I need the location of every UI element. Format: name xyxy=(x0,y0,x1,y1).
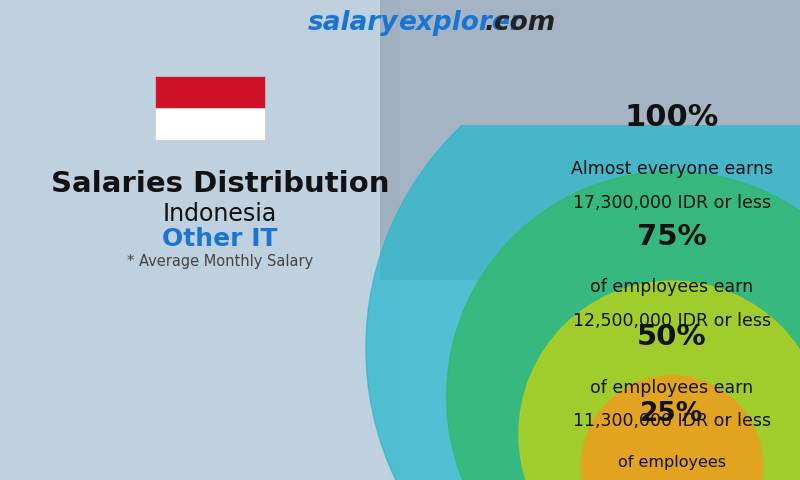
Text: Salaries Distribution: Salaries Distribution xyxy=(50,170,390,198)
Text: explorer: explorer xyxy=(398,10,522,36)
Text: of employees earn: of employees earn xyxy=(590,278,754,297)
Circle shape xyxy=(519,281,800,480)
Circle shape xyxy=(366,42,800,480)
Text: Indonesia: Indonesia xyxy=(163,202,277,226)
Circle shape xyxy=(446,171,800,480)
Bar xyxy=(155,108,265,140)
Bar xyxy=(0,0,400,480)
Text: 11,300,000 IDR or less: 11,300,000 IDR or less xyxy=(573,412,771,430)
Text: 100%: 100% xyxy=(625,103,719,132)
Bar xyxy=(155,76,265,108)
Text: Almost everyone earns: Almost everyone earns xyxy=(571,160,773,178)
Bar xyxy=(380,0,800,280)
Text: .com: .com xyxy=(485,10,556,36)
Text: of employees earn: of employees earn xyxy=(590,379,754,396)
Text: 75%: 75% xyxy=(637,223,707,251)
Text: of employees: of employees xyxy=(618,455,726,470)
Text: 12,500,000 IDR or less: 12,500,000 IDR or less xyxy=(573,312,771,330)
Text: * Average Monthly Salary: * Average Monthly Salary xyxy=(127,254,313,269)
Text: salary: salary xyxy=(307,10,398,36)
Circle shape xyxy=(582,376,762,480)
Text: Other IT: Other IT xyxy=(162,227,278,251)
Bar xyxy=(500,260,800,480)
Text: 50%: 50% xyxy=(637,323,707,351)
Text: 17,300,000 IDR or less: 17,300,000 IDR or less xyxy=(573,193,771,212)
Text: 25%: 25% xyxy=(640,401,704,427)
